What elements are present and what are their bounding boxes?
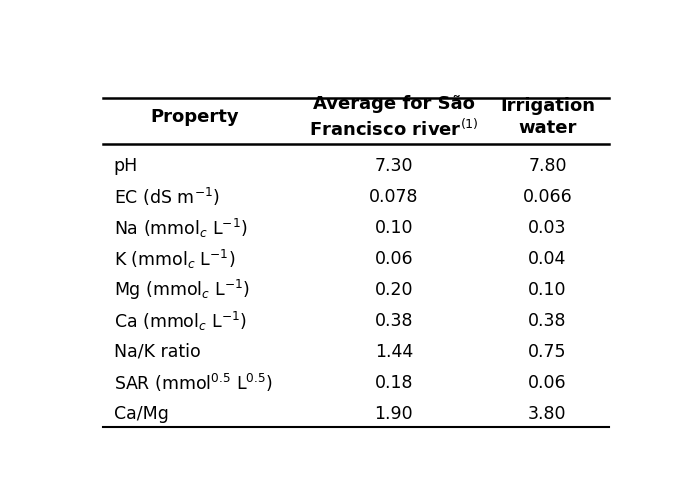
Text: 0.38: 0.38 [375, 312, 413, 330]
Text: Ca (mmol$_c$ L$^{-1}$): Ca (mmol$_c$ L$^{-1}$) [114, 310, 247, 333]
Text: 0.06: 0.06 [375, 250, 414, 268]
Text: 0.75: 0.75 [528, 343, 566, 361]
Text: SAR (mmol$^{0.5}$ L$^{0.5}$): SAR (mmol$^{0.5}$ L$^{0.5}$) [114, 372, 273, 394]
Text: Ca/Mg: Ca/Mg [114, 405, 169, 423]
Text: Average for São
Francisco river$^{(1)}$: Average for São Francisco river$^{(1)}$ [309, 95, 479, 140]
Text: pH: pH [114, 157, 138, 175]
Text: EC (dS m$^{-1}$): EC (dS m$^{-1}$) [114, 186, 220, 208]
Text: 0.066: 0.066 [523, 188, 572, 206]
Text: 0.10: 0.10 [375, 219, 413, 237]
Text: 1.44: 1.44 [375, 343, 413, 361]
Text: 0.38: 0.38 [528, 312, 566, 330]
Text: 7.30: 7.30 [375, 157, 413, 175]
Text: 0.03: 0.03 [528, 219, 566, 237]
Text: 0.06: 0.06 [528, 374, 566, 392]
Text: Irrigation
water: Irrigation water [500, 97, 595, 137]
Text: Na (mmol$_c$ L$^{-1}$): Na (mmol$_c$ L$^{-1}$) [114, 217, 247, 240]
Text: 0.20: 0.20 [375, 281, 413, 299]
Text: Mg (mmol$_c$ L$^{-1}$): Mg (mmol$_c$ L$^{-1}$) [114, 278, 250, 302]
Text: 0.04: 0.04 [528, 250, 566, 268]
Text: 0.078: 0.078 [369, 188, 418, 206]
Text: 0.18: 0.18 [375, 374, 413, 392]
Text: 0.10: 0.10 [528, 281, 566, 299]
Text: K (mmol$_c$ L$^{-1}$): K (mmol$_c$ L$^{-1}$) [114, 247, 235, 270]
Text: Property: Property [150, 108, 239, 126]
Text: 1.90: 1.90 [375, 405, 414, 423]
Text: Na/K ratio: Na/K ratio [114, 343, 201, 361]
Text: 7.80: 7.80 [528, 157, 566, 175]
Text: 3.80: 3.80 [528, 405, 566, 423]
